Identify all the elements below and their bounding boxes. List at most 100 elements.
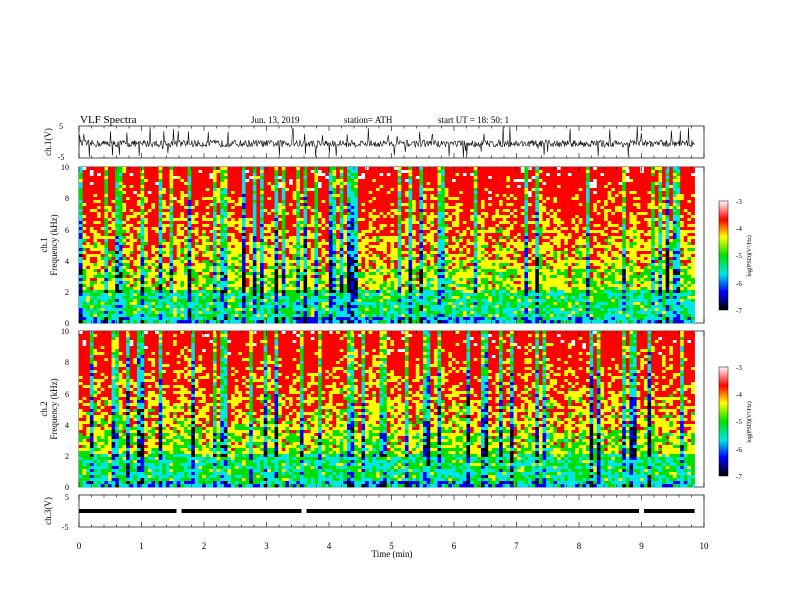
- spectrogram-cell: [220, 188, 224, 191]
- spectrogram-cell: [304, 266, 308, 269]
- spectrogram-cell: [119, 284, 123, 287]
- spectrogram-cell: [126, 227, 130, 230]
- spectrogram-cell: [220, 305, 224, 308]
- spectrogram-cell: [325, 221, 329, 224]
- spectrogram-cell: [180, 203, 184, 206]
- spectrogram-cell: [285, 167, 289, 170]
- spectrogram-cell: [307, 254, 311, 257]
- spectrogram-cell: [133, 281, 137, 284]
- spectrogram-cell: [151, 239, 155, 242]
- spectrogram-cell: [372, 248, 376, 251]
- spectrogram-cell: [256, 179, 260, 182]
- spectrogram-cell: [332, 299, 336, 302]
- spectrogram-cell: [329, 308, 333, 311]
- spectrogram-cell: [332, 260, 336, 263]
- spectrogram-cell: [184, 179, 188, 182]
- spectrogram-cell: [416, 233, 420, 236]
- spectrogram-cell: [101, 284, 105, 287]
- spectrogram-cell: [209, 173, 213, 176]
- spectrogram-cell: [275, 227, 279, 230]
- spectrogram-cell: [311, 281, 315, 284]
- spectrogram-cell: [380, 308, 384, 311]
- spectrogram-cell: [253, 188, 257, 191]
- spectrogram-cell: [104, 254, 108, 257]
- spectrogram-cell: [148, 209, 152, 212]
- spectrogram-cell: [401, 263, 405, 266]
- spectrogram-cell: [246, 221, 250, 224]
- spectrogram-cell: [416, 287, 420, 290]
- spectrogram-cell: [293, 239, 297, 242]
- spectrogram-cell: [162, 233, 166, 236]
- spectrogram-cell: [170, 263, 174, 266]
- spectrogram-cell: [264, 317, 268, 320]
- spectrogram-cell: [394, 290, 398, 293]
- spectrogram-cell: [419, 227, 423, 230]
- spectrogram-cell: [195, 197, 199, 200]
- spectrogram-cell: [173, 290, 177, 293]
- spectrogram-cell: [191, 293, 195, 296]
- spectrogram-cell: [166, 230, 170, 233]
- spectrogram-cell: [133, 167, 137, 170]
- spectrogram-cell: [170, 209, 174, 212]
- spectrogram-cell: [115, 296, 119, 299]
- spectrogram-cell: [264, 311, 268, 314]
- spectrogram-cell: [336, 251, 340, 254]
- spectrogram-cell: [256, 170, 260, 173]
- spectrogram-cell: [184, 209, 188, 212]
- spectrogram-cell: [86, 278, 90, 281]
- spectrogram-cell: [304, 182, 308, 185]
- spectrogram-cell: [409, 266, 413, 269]
- spectrogram-cell: [170, 215, 174, 218]
- spectrogram-cell: [133, 260, 137, 263]
- spectrogram-cell: [86, 269, 90, 272]
- spectrogram-cell: [137, 302, 141, 305]
- spectrogram-cell: [285, 266, 289, 269]
- spectrogram-cell: [278, 299, 282, 302]
- spectrogram-cell: [155, 254, 159, 257]
- spectrogram-cell: [115, 188, 119, 191]
- spectrogram-cell: [151, 215, 155, 218]
- spectrogram-cell: [282, 269, 286, 272]
- spectrogram-cell: [108, 236, 112, 239]
- spectrogram-cell: [340, 173, 344, 176]
- spectrogram-cell: [126, 248, 130, 251]
- spectrogram-cell: [285, 233, 289, 236]
- spectrogram-cell: [394, 206, 398, 209]
- spectrogram-cell: [398, 173, 402, 176]
- spectrogram-cell: [173, 317, 177, 320]
- spectrogram-cell: [238, 272, 242, 275]
- spectrogram-cell: [278, 248, 282, 251]
- spectrogram-cell: [390, 239, 394, 242]
- spectrogram-cell: [398, 209, 402, 212]
- spectrogram-cell: [376, 191, 380, 194]
- spectrogram-cell: [235, 197, 239, 200]
- spectrogram-cell: [173, 299, 177, 302]
- spectrogram-cell: [199, 311, 203, 314]
- spectrogram-cell: [358, 185, 362, 188]
- spectrogram-cell: [166, 272, 170, 275]
- spectrogram-cell: [275, 242, 279, 245]
- spectrogram-cell: [170, 218, 174, 221]
- spectrogram-cell: [405, 236, 409, 239]
- spectrogram-cell: [130, 191, 134, 194]
- spectrogram-cell: [159, 242, 163, 245]
- spectrogram-cell: [260, 317, 264, 320]
- spectrogram-cell: [311, 230, 315, 233]
- spectrogram-cell: [126, 317, 130, 320]
- spectrogram-cell: [83, 206, 87, 209]
- spectrogram-cell: [209, 284, 213, 287]
- spectrogram-cell: [93, 299, 97, 302]
- spectrogram-cell: [220, 296, 224, 299]
- spectrogram-cell: [141, 293, 145, 296]
- spectrogram-cell: [285, 239, 289, 242]
- spectrogram-cell: [79, 254, 83, 257]
- spectrogram-cell: [394, 215, 398, 218]
- spectrogram-cell: [227, 188, 231, 191]
- spectrogram-cell: [79, 212, 83, 215]
- spectrogram-cell: [188, 314, 192, 317]
- spectrogram-cell: [141, 176, 145, 179]
- spectrogram-cell: [307, 209, 311, 212]
- spectrogram-cell: [148, 224, 152, 227]
- spectrogram-cell: [307, 173, 311, 176]
- spectrogram-cell: [231, 260, 235, 263]
